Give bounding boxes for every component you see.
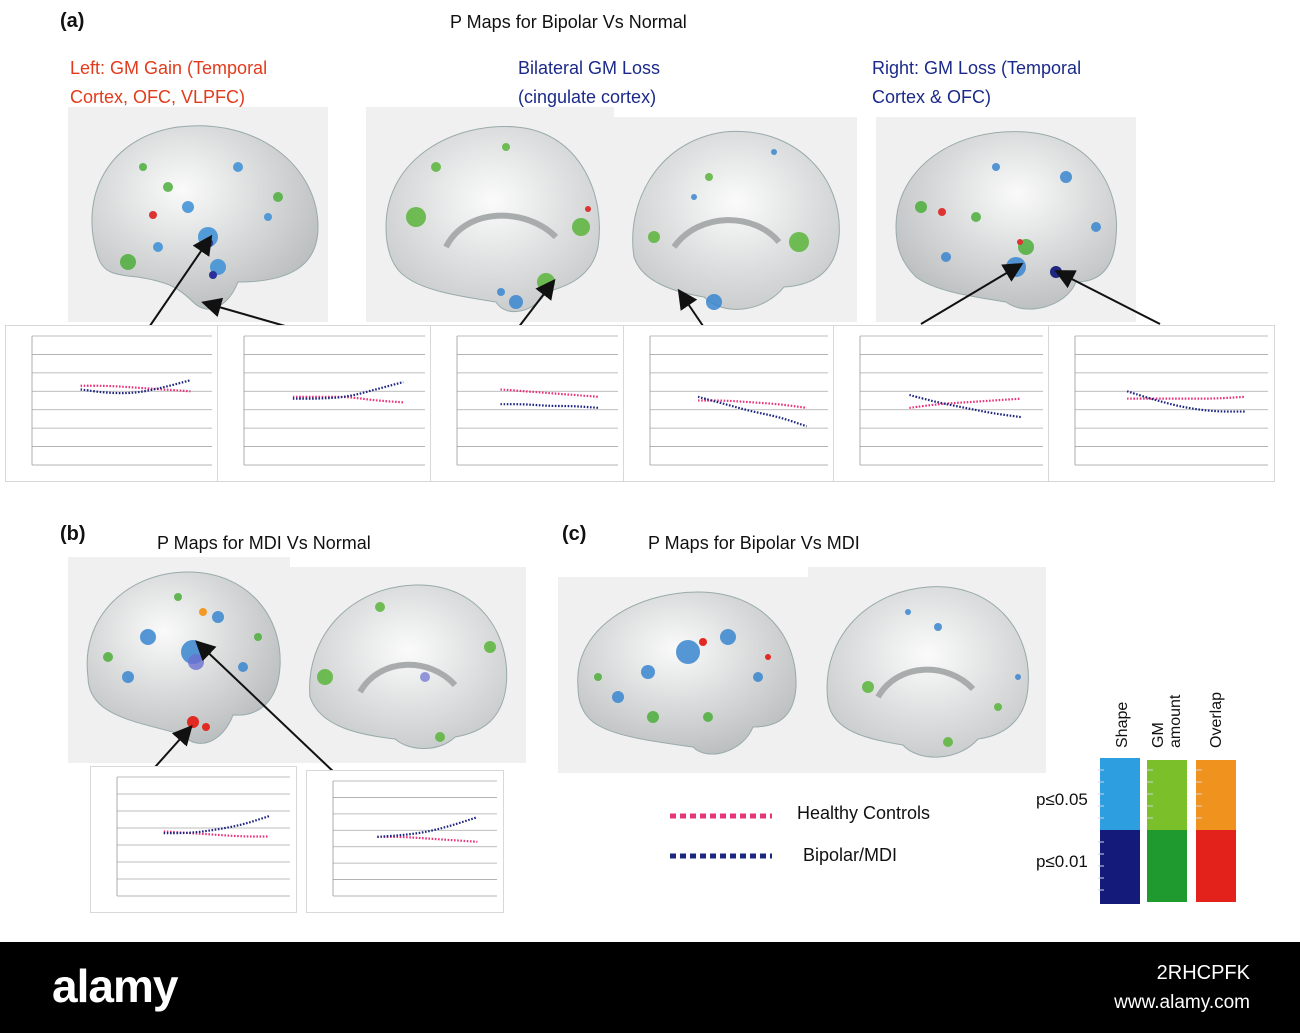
bipolar-series-line <box>80 379 191 395</box>
plot-2-svg <box>243 335 425 466</box>
healthy-series-line <box>909 397 1022 409</box>
scale-overlap-001 <box>1196 830 1236 902</box>
scale-ticks <box>1098 769 1202 891</box>
watermark-image-id: 2RHCPFK <box>1156 962 1250 984</box>
panel-c-title: P Maps for Bipolar Vs MDI <box>648 533 860 553</box>
scale-shape-001 <box>1100 830 1140 904</box>
watermark-logo: alamy <box>52 960 178 1012</box>
plot-4-svg <box>649 335 828 466</box>
bipolar-series-line <box>292 381 404 400</box>
healthy-series-line <box>1127 395 1245 400</box>
scale-col-shape: Shape <box>1114 701 1131 748</box>
brain-right-lateral <box>876 117 1136 322</box>
plot-7-svg <box>116 776 290 897</box>
brain-c-lateral <box>558 577 808 773</box>
plot-2 <box>217 325 432 482</box>
healthy-series-line <box>500 388 599 398</box>
watermark-bar: alamy 2RHCPFK www.alamy.com <box>0 942 1300 1033</box>
scale-shape-005 <box>1100 758 1140 830</box>
bipolar-series-line <box>909 393 1022 419</box>
right-caption-line-1: Right: GM Loss (Temporal <box>872 58 1082 78</box>
plot-4 <box>623 325 835 482</box>
plot-8-svg <box>332 780 497 897</box>
healthy-series-line <box>80 384 191 393</box>
brain-left-medial <box>366 107 614 322</box>
left-caption-line-2: Cortex, OFC, VLPFC) <box>70 87 246 107</box>
legend-healthy-label: Healthy Controls <box>797 803 931 823</box>
bipolar-series-line <box>163 815 270 835</box>
mid-caption-line-1: Bilateral GM Loss <box>518 58 661 78</box>
mid-caption-line-2: (cingulate cortex) <box>518 87 657 107</box>
scale-col-gm: GM amount <box>1150 694 1184 748</box>
panel-b-letter: (b) <box>60 523 86 545</box>
healthy-series-line <box>377 835 478 843</box>
brain-c-medial <box>808 567 1046 773</box>
panel-c-letter: (c) <box>562 523 587 545</box>
plot-7 <box>90 766 297 913</box>
panel-a-title: P Maps for Bipolar Vs Normal <box>450 12 687 32</box>
watermark-url: www.alamy.com <box>1114 992 1250 1013</box>
healthy-series-line <box>698 399 807 409</box>
plot-1 <box>5 325 219 482</box>
arrow-b-2 <box>195 640 359 796</box>
scale-overlap-005 <box>1196 760 1236 830</box>
mid-caption: Bilateral GM Loss (cingulate cortex) <box>518 54 660 112</box>
left-caption-line-1: Left: GM Gain (Temporal <box>70 58 268 78</box>
healthy-series-line <box>163 830 270 838</box>
scale-gm-001 <box>1147 830 1187 902</box>
arrow-5 <box>920 262 1024 325</box>
plot-5 <box>833 325 1050 482</box>
legend-lines <box>670 813 772 859</box>
panel-b-arrows <box>129 640 359 796</box>
scale-gm-005 <box>1147 760 1187 830</box>
brain-b-medial <box>290 567 526 763</box>
scale-col-overlap: Overlap <box>1208 691 1225 748</box>
scale-p005-label: p≤0.05 <box>1036 790 1088 809</box>
healthy-series-line <box>292 395 404 404</box>
left-caption: Left: GM Gain (Temporal Cortex, OFC, VLP… <box>70 54 267 112</box>
plot-1-svg <box>31 335 212 466</box>
panel-a-letter: (a) <box>60 10 85 32</box>
plot-8 <box>306 770 504 913</box>
legend-bipolar-label: Bipolar/MDI <box>803 845 898 865</box>
scale-p001-label: p≤0.01 <box>1036 852 1088 871</box>
plot-3-svg <box>456 335 618 466</box>
arrow-6 <box>1054 270 1161 325</box>
plot-5-svg <box>859 335 1043 466</box>
bipolar-series-line <box>500 403 599 409</box>
brain-left-lateral <box>68 107 328 322</box>
brain-right-medial <box>614 117 857 322</box>
plot-3 <box>430 325 625 482</box>
bipolar-series-line <box>697 395 807 428</box>
bipolar-series-line <box>377 816 478 838</box>
bipolar-series-line <box>1126 390 1245 413</box>
arrow-1 <box>142 234 213 337</box>
right-caption-line-2: Cortex & OFC) <box>872 87 992 107</box>
plot-6 <box>1048 325 1275 482</box>
right-caption: Right: GM Loss (Temporal Cortex & OFC) <box>872 54 1081 112</box>
plot-6-svg <box>1074 335 1268 466</box>
panel-b-title: P Maps for MDI Vs Normal <box>157 533 371 553</box>
